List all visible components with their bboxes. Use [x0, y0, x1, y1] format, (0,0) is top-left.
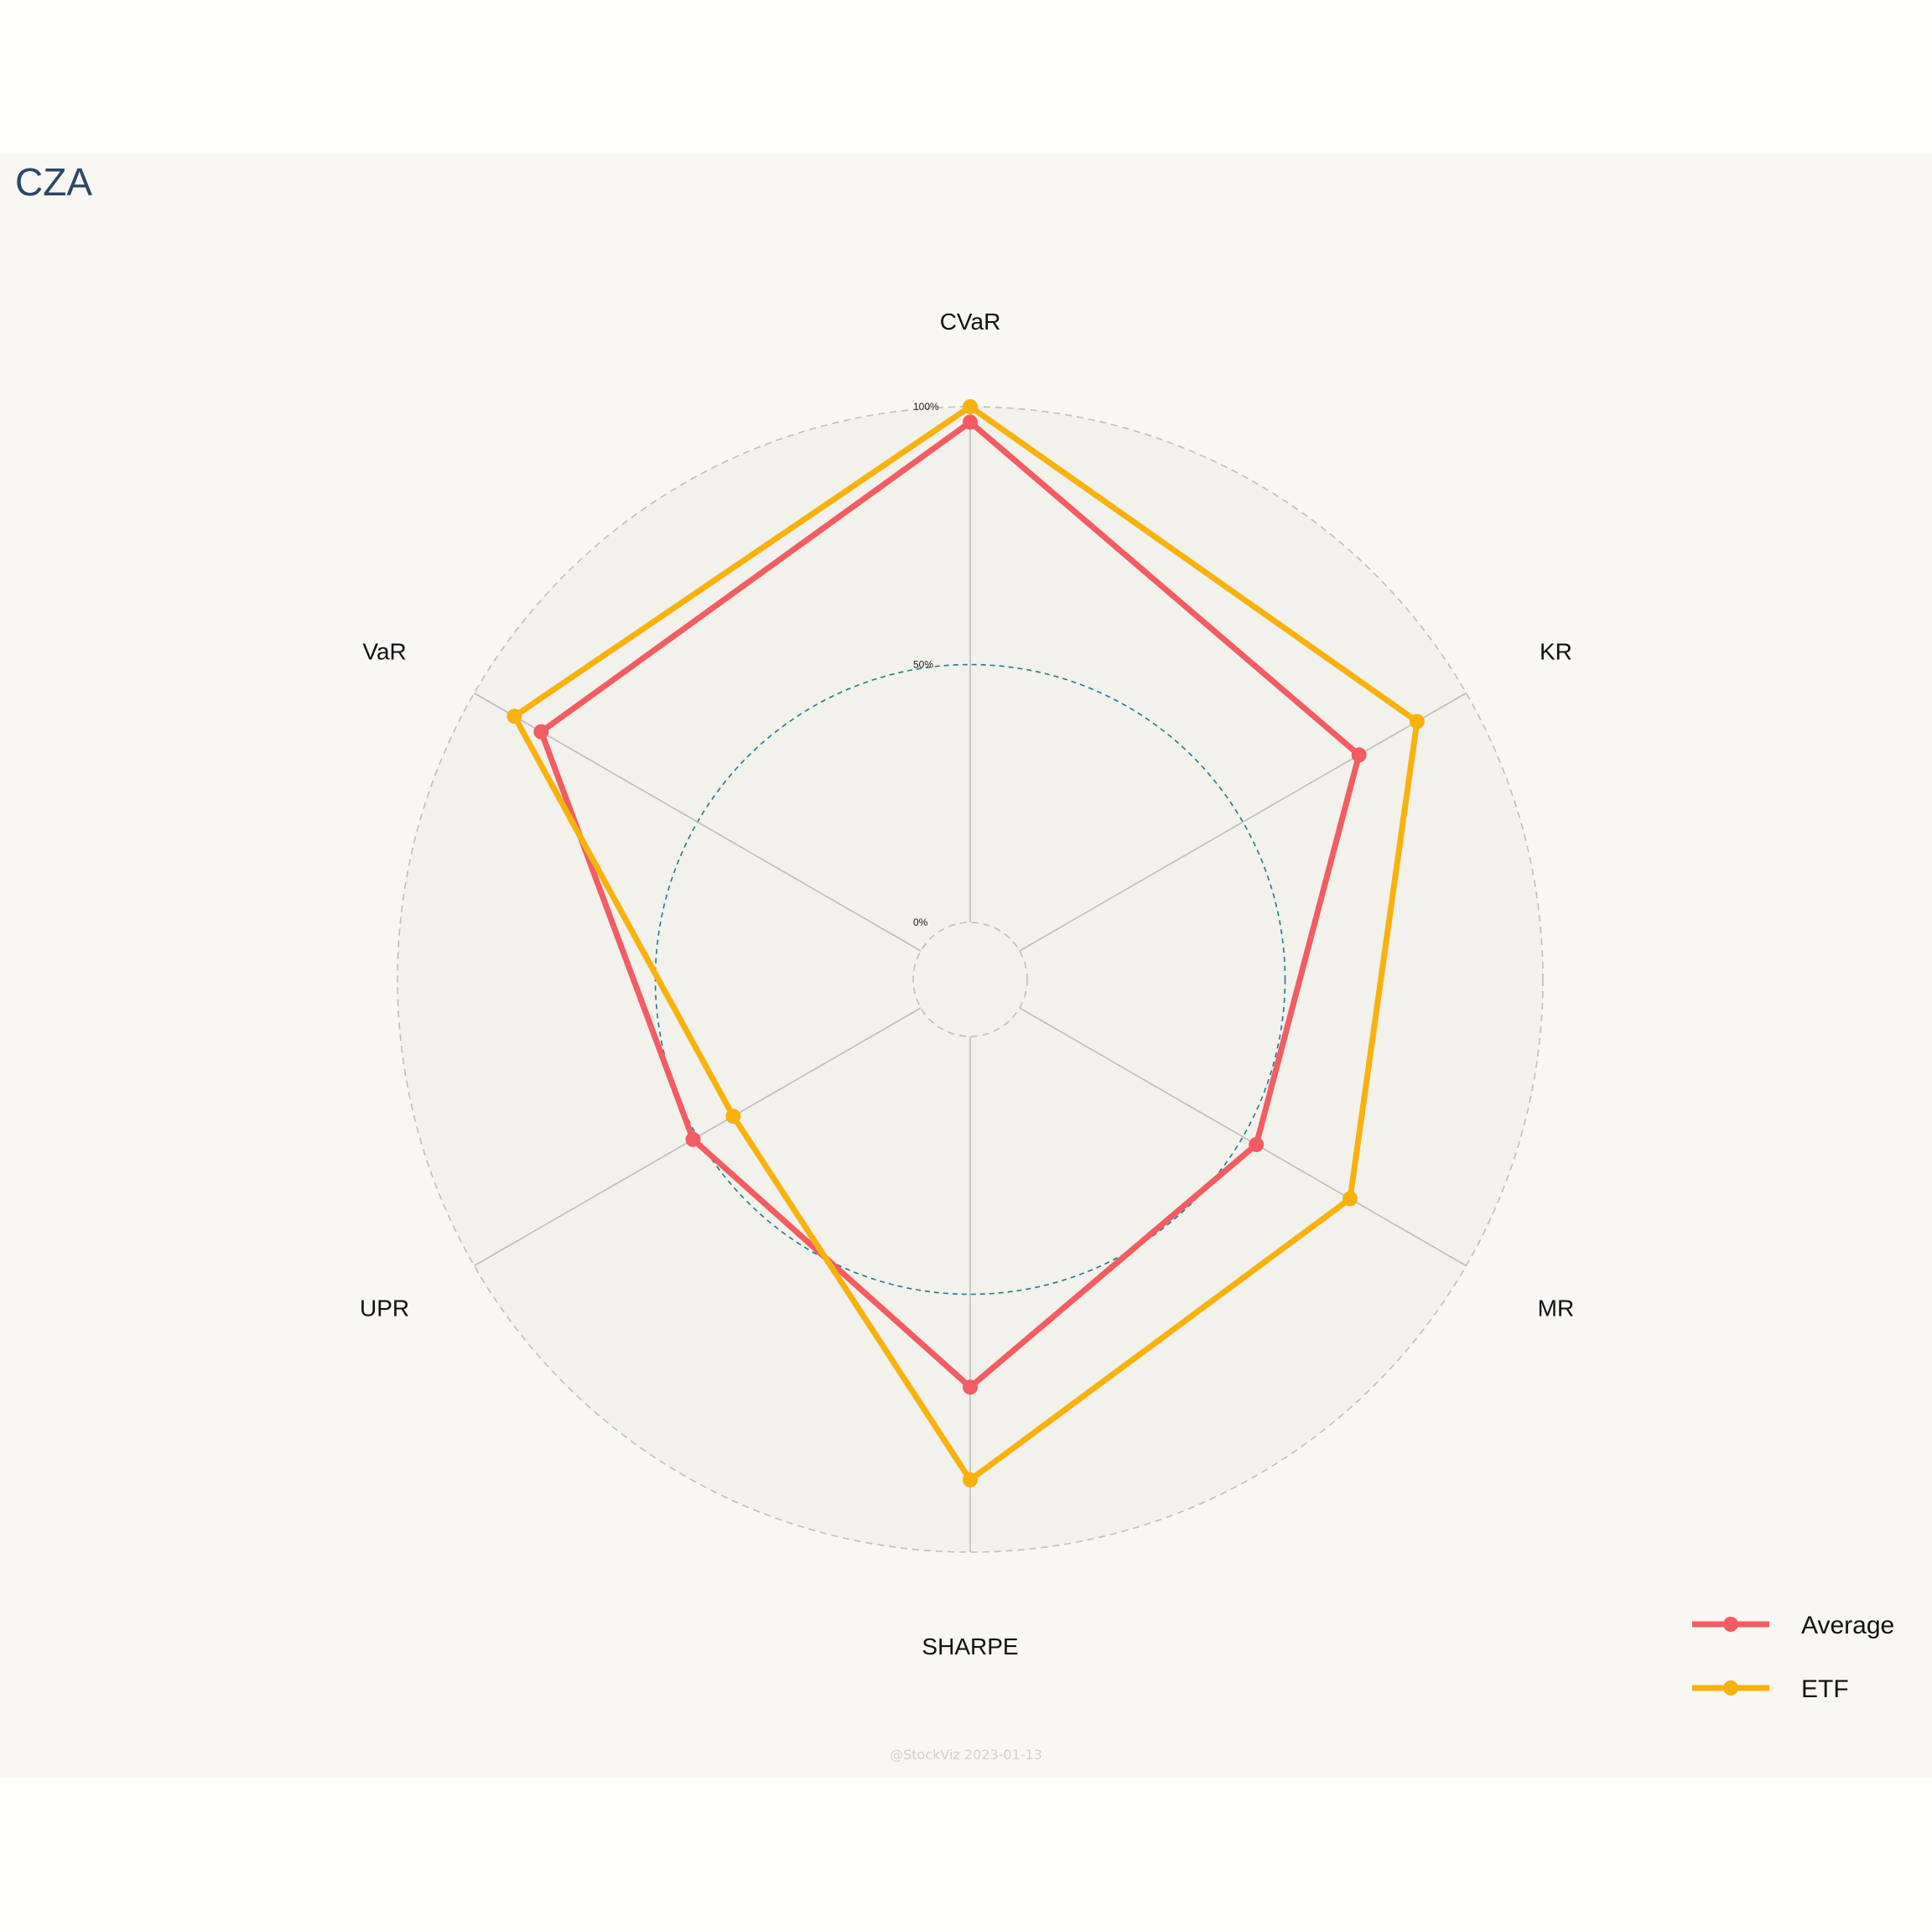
spoke-kr: [1019, 692, 1467, 952]
axis-label-kr: KR: [1540, 639, 1572, 665]
data-point-average-sharpe: [963, 1379, 978, 1395]
data-point-average-cvar: [963, 414, 978, 430]
data-point-etf-upr: [725, 1109, 741, 1124]
legend-marker-etf: [1723, 1680, 1738, 1696]
data-point-average-var: [533, 724, 549, 740]
data-point-average-upr: [685, 1131, 701, 1147]
data-point-etf-var: [506, 709, 522, 724]
radial-tick-label: 50%: [913, 659, 933, 671]
data-point-average-mr: [1249, 1136, 1265, 1152]
axis-label-sharpe: SHARPE: [922, 1633, 1018, 1659]
grid-circle-0: [912, 922, 1028, 1037]
legend-label-average: Average: [1801, 1612, 1894, 1639]
spoke-var: [474, 692, 922, 952]
credit-text: @StockViz 2023-01-13: [890, 1747, 1042, 1763]
series-etf: [506, 399, 1425, 1488]
axis-label-upr: UPR: [360, 1296, 409, 1322]
axis-label-var: VaR: [362, 639, 406, 665]
legend-marker-average: [1723, 1617, 1738, 1632]
data-point-average-kr: [1351, 747, 1367, 763]
data-point-etf-kr: [1409, 714, 1425, 730]
data-point-etf-mr: [1343, 1191, 1358, 1207]
series-average: [533, 414, 1367, 1395]
chart-title: CZA: [15, 160, 92, 204]
spoke-mr: [1019, 1007, 1467, 1267]
legend-label-etf: ETF: [1801, 1675, 1849, 1703]
data-point-etf-cvar: [963, 399, 978, 414]
data-point-etf-sharpe: [963, 1472, 978, 1488]
radial-tick-label: 100%: [913, 401, 939, 413]
axis-label-cvar: CVaR: [940, 309, 1001, 335]
legend: Average ETF: [1692, 1612, 1894, 1703]
axis-label-mr: MR: [1538, 1296, 1575, 1322]
grid-circle-100: [397, 406, 1544, 1553]
radial-tick-label: 0%: [913, 917, 928, 928]
